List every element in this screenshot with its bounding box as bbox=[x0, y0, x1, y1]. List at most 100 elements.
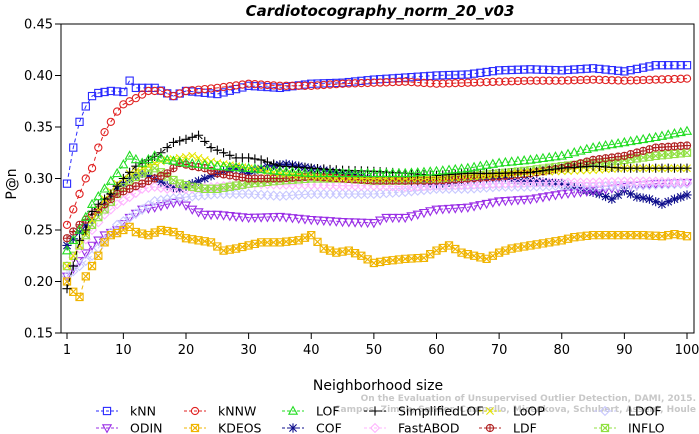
point-knnw bbox=[476, 78, 485, 87]
point-cof bbox=[626, 189, 636, 199]
point-odin bbox=[237, 213, 248, 223]
point-lof bbox=[675, 126, 686, 137]
point-knn bbox=[632, 64, 642, 74]
point-fastabod bbox=[118, 195, 129, 206]
point-lof bbox=[437, 165, 448, 175]
point-lof bbox=[105, 175, 116, 185]
point-knnw bbox=[526, 76, 535, 85]
y-tick-label: 0.30 bbox=[24, 172, 53, 187]
point-lof bbox=[619, 136, 630, 147]
point-lof bbox=[487, 158, 498, 168]
point-knn bbox=[557, 66, 566, 75]
point-knn bbox=[532, 65, 541, 74]
point-simplifiedlof bbox=[62, 284, 72, 294]
point-lof bbox=[519, 155, 530, 165]
point-odin bbox=[393, 213, 405, 224]
point-knnw bbox=[657, 75, 667, 84]
point-simplifiedlof bbox=[81, 225, 91, 235]
point-simplifiedlof bbox=[200, 136, 210, 147]
point-lof bbox=[187, 158, 198, 168]
point-knnw bbox=[451, 78, 460, 88]
point-knn bbox=[457, 70, 466, 79]
point-lof bbox=[68, 234, 79, 245]
point-lof bbox=[550, 151, 561, 161]
x-tick-label: 30 bbox=[240, 343, 257, 358]
point-loop bbox=[88, 215, 97, 224]
point-odin bbox=[569, 188, 580, 199]
point-knnw bbox=[601, 75, 610, 85]
point-ldof bbox=[249, 189, 261, 200]
point-odin bbox=[475, 201, 486, 211]
point-simplifiedlof bbox=[106, 189, 116, 199]
point-knn bbox=[206, 89, 216, 98]
point-lof bbox=[293, 166, 304, 177]
y-tick-label: 0.20 bbox=[24, 275, 53, 290]
point-knnw bbox=[620, 76, 629, 85]
point-odin bbox=[212, 210, 223, 221]
point-simplifiedlof bbox=[181, 134, 191, 144]
legend-item-simplifiedlof: SimplifiedLOF bbox=[364, 404, 484, 419]
legend-marker-inflo bbox=[600, 423, 610, 433]
point-knn bbox=[626, 65, 635, 75]
credit-line-1: On the Evaluation of Unsupervised Outlie… bbox=[361, 394, 696, 404]
legend-item-kdeos: KDEOS bbox=[184, 421, 262, 434]
point-odin bbox=[575, 188, 586, 198]
point-lof bbox=[431, 165, 442, 176]
point-odin bbox=[437, 205, 448, 215]
point-simplifiedlof bbox=[212, 145, 222, 155]
point-knn bbox=[69, 143, 78, 152]
x-tick-label: 60 bbox=[428, 343, 445, 358]
point-lof bbox=[650, 131, 661, 142]
credit-line-2: Campos, Zimek, Sander, Campello, Micenko… bbox=[334, 405, 696, 415]
point-knnw bbox=[664, 75, 673, 84]
point-lof bbox=[450, 163, 461, 174]
point-ldof bbox=[268, 190, 279, 201]
point-odin bbox=[243, 213, 254, 224]
point-odin bbox=[312, 216, 323, 226]
point-lof bbox=[93, 190, 104, 201]
point-odin bbox=[400, 213, 411, 224]
point-odin bbox=[512, 196, 524, 206]
point-knn bbox=[563, 65, 573, 75]
point-knnw bbox=[300, 81, 310, 90]
point-knnw bbox=[494, 77, 504, 86]
point-knnw bbox=[607, 76, 616, 85]
point-simplifiedlof bbox=[525, 167, 536, 177]
point-knn bbox=[444, 70, 454, 80]
point-lof bbox=[86, 198, 98, 208]
point-knnw bbox=[357, 78, 366, 88]
point-knnw bbox=[325, 80, 335, 89]
point-simplifiedlof bbox=[118, 173, 128, 184]
point-odin bbox=[281, 213, 292, 223]
point-ldf bbox=[632, 148, 642, 157]
point-odin bbox=[349, 218, 361, 228]
point-knnw bbox=[438, 79, 447, 88]
series-lof bbox=[61, 125, 693, 255]
x-tick-label: 90 bbox=[616, 343, 633, 358]
point-simplifiedlof bbox=[250, 154, 260, 164]
point-cof bbox=[231, 163, 241, 173]
point-knnw bbox=[538, 76, 548, 85]
point-odin bbox=[268, 213, 279, 223]
point-knnw bbox=[288, 81, 297, 90]
legend-marker-ldof bbox=[599, 405, 611, 417]
point-knn bbox=[112, 87, 122, 96]
point-lof bbox=[349, 167, 361, 178]
point-ldof bbox=[143, 200, 154, 211]
point-simplifiedlof bbox=[99, 194, 110, 204]
point-knn bbox=[595, 64, 604, 74]
point-odin bbox=[256, 213, 267, 223]
point-knnw bbox=[382, 78, 391, 87]
point-knnw bbox=[488, 77, 498, 87]
point-lof bbox=[149, 150, 160, 160]
point-cof bbox=[162, 181, 172, 191]
point-lof bbox=[544, 151, 555, 162]
point-lof bbox=[600, 140, 611, 150]
point-lof bbox=[212, 160, 223, 170]
point-odin bbox=[456, 204, 467, 214]
point-odin bbox=[61, 272, 73, 282]
point-knnw bbox=[595, 75, 604, 84]
point-odin bbox=[199, 210, 210, 221]
point-lof bbox=[230, 161, 242, 172]
series-simplifiedlof bbox=[62, 130, 692, 294]
